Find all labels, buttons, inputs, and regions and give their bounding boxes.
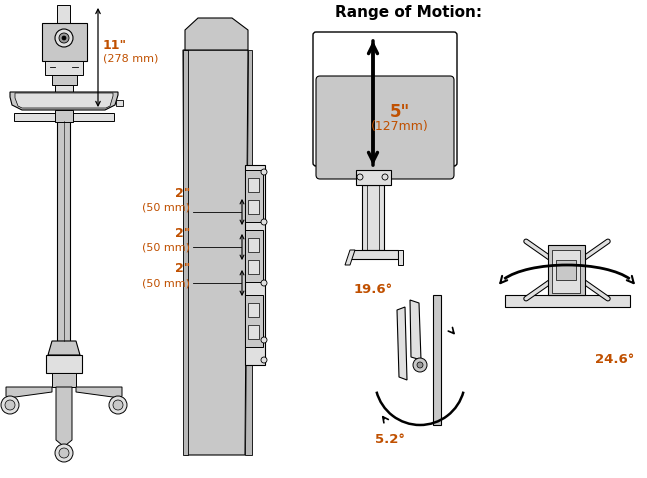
Text: (278 mm): (278 mm) — [103, 53, 159, 63]
Polygon shape — [245, 50, 252, 455]
Text: (127mm): (127mm) — [371, 120, 429, 132]
Circle shape — [1, 396, 19, 414]
Polygon shape — [245, 295, 263, 347]
Polygon shape — [345, 250, 355, 265]
Polygon shape — [248, 303, 259, 317]
Text: 24.6°: 24.6° — [595, 353, 634, 366]
Polygon shape — [433, 295, 441, 425]
Bar — [52, 75, 77, 85]
Polygon shape — [398, 250, 403, 265]
Text: 2": 2" — [175, 227, 190, 239]
Circle shape — [62, 36, 66, 40]
Bar — [42, 23, 87, 61]
Polygon shape — [397, 307, 407, 380]
Polygon shape — [56, 387, 72, 445]
Polygon shape — [248, 325, 259, 339]
Polygon shape — [505, 295, 630, 307]
Bar — [52, 373, 76, 387]
Circle shape — [59, 33, 69, 43]
Polygon shape — [245, 165, 265, 365]
Polygon shape — [48, 341, 80, 355]
Circle shape — [5, 400, 15, 410]
Bar — [57, 121, 70, 341]
Circle shape — [55, 444, 73, 462]
Circle shape — [113, 400, 123, 410]
Circle shape — [261, 357, 267, 363]
Circle shape — [109, 396, 127, 414]
Polygon shape — [185, 18, 248, 50]
Polygon shape — [248, 178, 259, 192]
Polygon shape — [183, 50, 248, 455]
Polygon shape — [245, 230, 263, 282]
Bar — [350, 250, 398, 259]
Polygon shape — [248, 238, 259, 252]
Bar — [55, 85, 73, 93]
FancyBboxPatch shape — [313, 32, 457, 166]
Polygon shape — [183, 50, 188, 455]
Circle shape — [417, 362, 423, 368]
Polygon shape — [248, 200, 259, 214]
Text: Range of Motion:: Range of Motion: — [335, 5, 482, 20]
Bar — [55, 110, 73, 122]
Polygon shape — [15, 93, 113, 108]
Polygon shape — [548, 245, 585, 295]
Bar — [46, 355, 82, 373]
Text: (50 mm): (50 mm) — [142, 242, 190, 252]
Bar — [14, 113, 114, 121]
Circle shape — [261, 337, 267, 343]
Circle shape — [261, 219, 267, 225]
Text: 19.6°: 19.6° — [353, 283, 393, 296]
Bar — [362, 185, 384, 250]
Polygon shape — [116, 100, 123, 106]
FancyBboxPatch shape — [316, 76, 454, 179]
Text: 2": 2" — [175, 186, 190, 199]
Polygon shape — [10, 92, 118, 110]
Text: 5": 5" — [390, 103, 410, 121]
Bar — [45, 61, 83, 75]
Bar — [57, 5, 70, 23]
Circle shape — [261, 280, 267, 286]
Polygon shape — [245, 170, 263, 222]
Polygon shape — [556, 260, 576, 280]
Text: (50 mm): (50 mm) — [142, 278, 190, 288]
Polygon shape — [6, 387, 52, 398]
Polygon shape — [410, 300, 421, 360]
Circle shape — [413, 358, 427, 372]
Text: 5.2°: 5.2° — [375, 433, 405, 446]
Bar — [356, 170, 391, 185]
Text: (50 mm): (50 mm) — [142, 202, 190, 212]
Circle shape — [59, 448, 69, 458]
Circle shape — [261, 169, 267, 175]
Polygon shape — [248, 260, 259, 274]
Text: 11": 11" — [103, 39, 127, 52]
Polygon shape — [552, 250, 580, 293]
Polygon shape — [76, 387, 122, 398]
Circle shape — [55, 29, 73, 47]
Text: 2": 2" — [175, 262, 190, 275]
